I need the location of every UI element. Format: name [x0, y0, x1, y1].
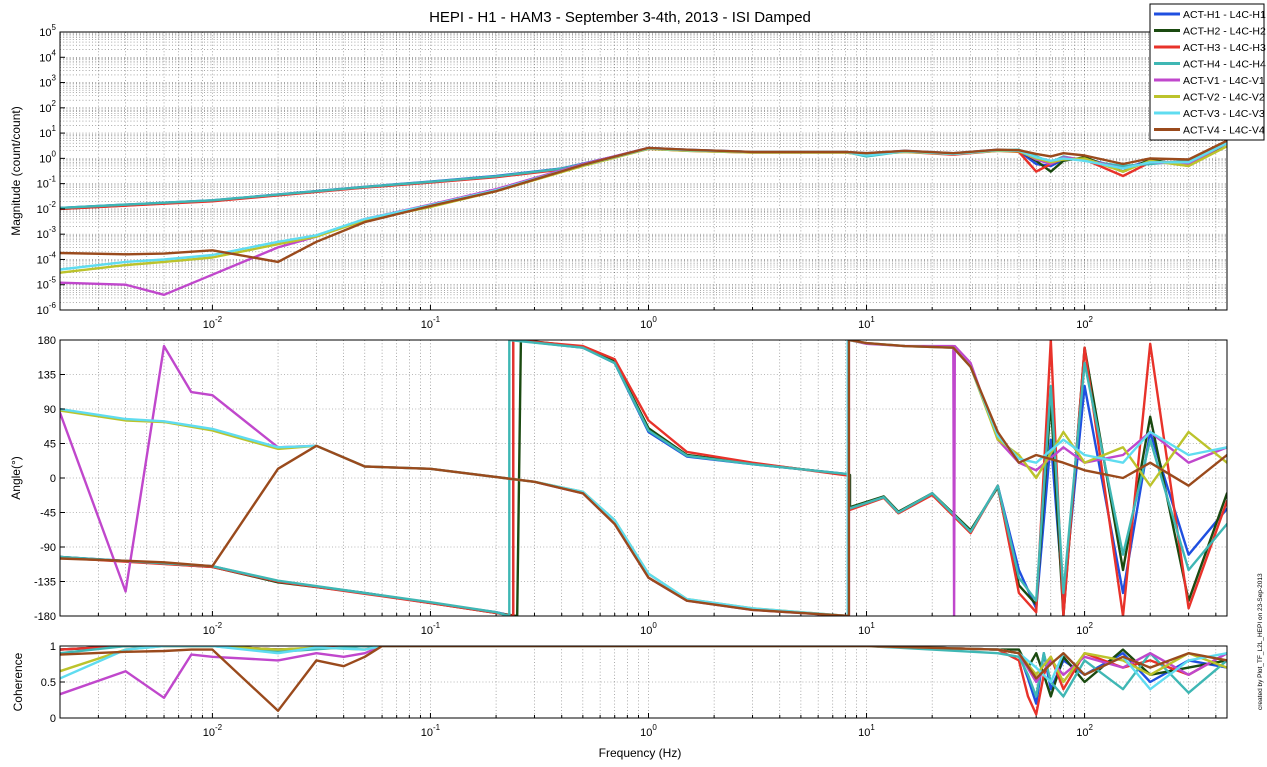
phase-x-ticklabels: 10-2 10-1 100 101 102	[203, 621, 1094, 637]
legend-label: ACT-V2 - L4C-V2	[1183, 92, 1265, 104]
legend-item[interactable]: ACT-V1 - L4C-V1	[1154, 75, 1265, 87]
y-tick-label: 100	[39, 149, 56, 165]
legend[interactable]: ACT-H1 - L4C-H1 ACT-H2 - L4C-H2 ACT-H3 - L…	[1149, 3, 1266, 141]
legend-item[interactable]: ACT-V2 - L4C-V2	[1154, 92, 1265, 104]
phase-series-group	[60, 340, 1227, 616]
x-tick-label: 10-2	[203, 315, 223, 331]
y-tick-label: 1	[50, 641, 56, 653]
legend-label: ACT-V4 - L4C-V4	[1183, 125, 1265, 137]
legend-label: ACT-H1 - L4C-H1	[1183, 9, 1266, 21]
legend-label: ACT-H2 - L4C-H2	[1183, 26, 1266, 38]
coherence-x-ticklabels: 10-2 10-1 100 101 102	[203, 723, 1094, 739]
x-tick-label: 101	[858, 315, 875, 331]
y-tick-label: 10-2	[37, 200, 57, 216]
coherence-y-ticklabels: 00.51	[41, 641, 65, 725]
y-tick-label: 180	[38, 335, 56, 347]
magnitude-series-group	[60, 139, 1227, 296]
x-tick-label: 10-1	[421, 621, 441, 637]
y-tick-label: 105	[39, 23, 56, 39]
y-tick-label: 102	[39, 99, 56, 115]
legend-item[interactable]: ACT-H3 - L4C-H3	[1154, 42, 1266, 54]
magnitude-line-act-v4-l4c-v4	[60, 139, 1227, 264]
coherence-y-axis-label: Coherence	[11, 652, 25, 711]
y-tick-label: 90	[44, 404, 56, 416]
phase-y-ticklabels: -180 -135 -90 -45 0 45 90 135 180	[34, 335, 65, 623]
magnitude-line-act-h4-l4c-h4	[60, 141, 1227, 210]
y-tick-label: 101	[39, 124, 56, 140]
x-tick-label: 100	[640, 723, 657, 739]
y-tick-label: 135	[38, 370, 56, 382]
coherence-line-act-v4-l4c-v4	[60, 646, 1227, 712]
x-tick-label: 10-1	[421, 315, 441, 331]
magnitude-panel: 10-6 10-5 10-4 10-3 10-2 10-1 100 101 102 103 104 1…	[9, 23, 1228, 331]
y-tick-label: 10-4	[37, 250, 57, 266]
y-tick-label: 103	[39, 74, 56, 90]
x-axis-label: Frequency (Hz)	[599, 746, 682, 760]
creation-stamp: created by Plot_TF_L2L_HEPI on 23-Sep-20…	[1257, 573, 1264, 710]
y-tick-label: -180	[34, 611, 56, 623]
x-tick-label: 10-1	[421, 723, 441, 739]
y-tick-label: 45	[44, 439, 56, 451]
x-tick-label: 101	[858, 621, 875, 637]
magnitude-axes-box	[59, 31, 1228, 311]
x-tick-label: 102	[1076, 621, 1093, 637]
panels: 10-610-510-410-310-210-11001011021031041…	[9, 23, 1228, 739]
legend-item[interactable]: ACT-H1 - L4C-H1	[1154, 9, 1266, 21]
coherence-line-act-v1-l4c-v1	[60, 646, 1227, 699]
magnitude-y-axis-label: Magnitude (count/count)	[9, 106, 23, 235]
legend-label: ACT-H4 - L4C-H4	[1183, 59, 1266, 71]
y-tick-label: -135	[34, 577, 56, 589]
phase-line-act-v3-l4c-v3	[60, 340, 1227, 616]
legend-label: ACT-V3 - L4C-V3	[1183, 108, 1265, 120]
legend-item[interactable]: ACT-V3 - L4C-V3	[1154, 108, 1265, 120]
x-tick-label: 100	[640, 621, 657, 637]
magnitude-y-ticklabels: 10-6 10-5 10-4 10-3 10-2 10-1 100 101 102 103 104 1…	[37, 23, 65, 317]
y-tick-label: 104	[39, 48, 56, 64]
y-tick-label: 10-3	[37, 225, 57, 241]
x-tick-label: 10-2	[203, 723, 223, 739]
legend-box	[1149, 3, 1265, 141]
magnitude-x-ticklabels: 10-2 10-1 100 101 102	[203, 315, 1094, 331]
y-tick-label: -45	[40, 508, 56, 520]
x-tick-label: 10-2	[203, 621, 223, 637]
x-tick-label: 102	[1076, 723, 1093, 739]
legend-item[interactable]: ACT-H4 - L4C-H4	[1154, 59, 1266, 71]
x-tick-label: 102	[1076, 315, 1093, 331]
phase-line-act-h3-l4c-h3	[60, 340, 1227, 616]
y-tick-label: 0	[50, 473, 56, 485]
x-tick-label: 100	[640, 315, 657, 331]
phase-grid	[59, 339, 1227, 617]
legend-item[interactable]: ACT-V4 - L4C-V4	[1154, 125, 1265, 137]
y-tick-label: 0	[50, 713, 56, 725]
y-tick-label: 10-5	[37, 276, 57, 292]
legend-label: ACT-V1 - L4C-V1	[1183, 75, 1265, 87]
y-tick-label: -90	[40, 542, 56, 554]
y-tick-label: 0.5	[41, 677, 56, 689]
legend-label: ACT-H3 - L4C-H3	[1183, 42, 1266, 54]
phase-y-axis-label: Angle(°)	[9, 456, 23, 499]
y-tick-label: 10-1	[37, 175, 57, 191]
y-tick-label: 10-6	[37, 301, 57, 317]
legend-item[interactable]: ACT-H2 - L4C-H2	[1154, 26, 1266, 38]
chart-title: HEPI - H1 - HAM3 - September 3-4th, 2013…	[429, 9, 811, 26]
phase-line-act-v4-l4c-v4	[60, 340, 1227, 616]
x-tick-label: 101	[858, 723, 875, 739]
coherence-series-group	[60, 646, 1227, 716]
